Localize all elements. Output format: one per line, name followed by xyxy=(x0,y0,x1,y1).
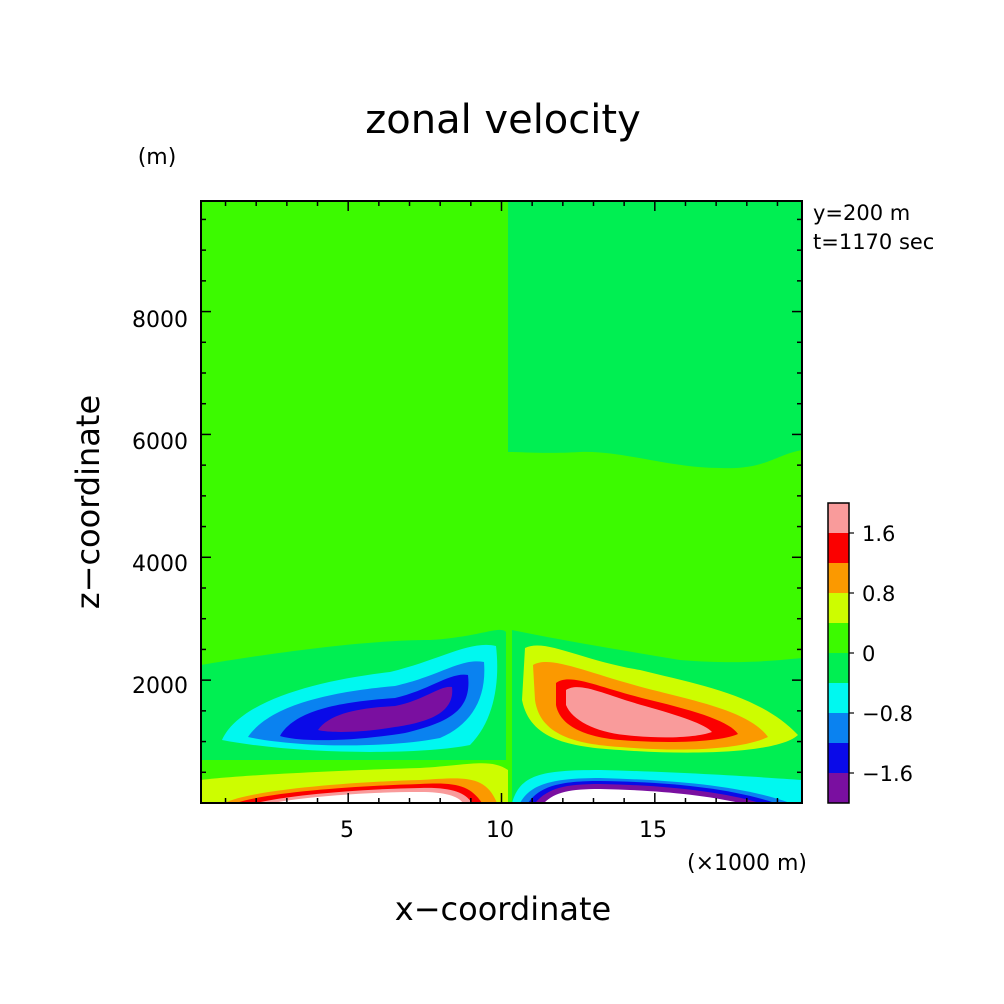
colorbar-swatch xyxy=(828,743,849,773)
colorbar-swatch xyxy=(828,533,849,563)
x-tick-label: 10 xyxy=(486,818,514,843)
colorbar-swatch xyxy=(828,593,849,623)
annotation-y: y=200 m xyxy=(813,201,910,225)
y-tick-label: 2000 xyxy=(132,674,188,699)
y-tick-label: 6000 xyxy=(132,430,188,455)
colorbar-swatch xyxy=(828,563,849,593)
colorbar-swatch xyxy=(828,773,849,803)
contour-right-jet-core xyxy=(566,687,712,738)
contour-field xyxy=(201,201,802,803)
colorbar-swatch xyxy=(828,503,849,533)
y-unit-label: (m) xyxy=(138,145,177,170)
y-tick-labels: 2000 4000 6000 8000 xyxy=(132,308,188,699)
x-tick-label: 15 xyxy=(639,818,667,843)
x-unit-label: (×1000 m) xyxy=(687,851,807,876)
x-axis-label: x−coordinate xyxy=(395,890,611,928)
y-tick-label: 8000 xyxy=(132,308,188,333)
colorbar-tick-label: −1.6 xyxy=(862,762,913,786)
colorbar-tick-label: −0.8 xyxy=(862,702,913,726)
colorbar-swatch xyxy=(828,623,849,653)
colorbar-swatch xyxy=(828,713,849,743)
x-tick-label: 5 xyxy=(340,818,354,843)
colorbar-tick-label: 0 xyxy=(862,642,875,666)
x-tick-labels: 5 10 15 xyxy=(340,818,667,843)
chart-title: zonal velocity xyxy=(365,97,641,143)
annotation-t: t=1170 sec xyxy=(813,230,934,254)
contour-left-jet-core xyxy=(318,686,453,732)
y-tick-label: 4000 xyxy=(132,552,188,577)
contour-left-surface-core xyxy=(272,792,463,803)
axis-ticks xyxy=(201,201,802,803)
colorbar-tick-label: 0.8 xyxy=(862,582,895,606)
colorbar: −1.6 −0.8 0 0.8 1.6 xyxy=(827,502,913,804)
colorbar-tick-label: 1.6 xyxy=(862,522,895,546)
colorbar-swatch xyxy=(828,683,849,713)
contour-region-right-upper xyxy=(508,201,802,469)
colorbar-swatch xyxy=(828,653,849,683)
y-axis-label: z−coordinate xyxy=(69,395,107,609)
